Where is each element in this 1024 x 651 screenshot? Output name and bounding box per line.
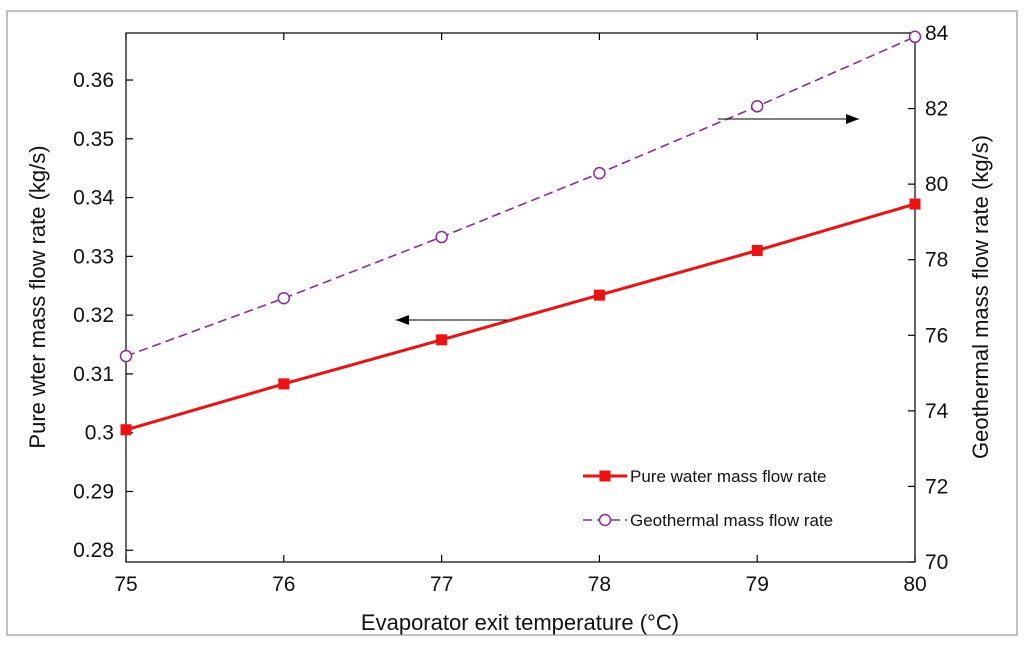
x-tick-label: 77 <box>430 573 453 596</box>
arrow-right-annotation <box>718 114 859 124</box>
y-tick-label-left: 0.31 <box>73 363 114 386</box>
series-1-point <box>593 289 605 301</box>
x-tick-label: 75 <box>114 573 137 596</box>
y-tick-label-left: 0.28 <box>73 539 114 562</box>
outer-frame <box>6 10 1018 636</box>
x-tick-label: 79 <box>746 573 769 596</box>
arrow-right-annotation-head <box>846 114 859 124</box>
series-1-point <box>751 244 763 256</box>
legend-label: Geothermal mass flow rate <box>630 511 833 530</box>
arrow-left-annotation <box>396 315 507 325</box>
x-tick-label: 76 <box>272 573 295 596</box>
x-tick-label: 80 <box>903 573 926 596</box>
series-1-line <box>125 202 916 432</box>
y-tick-label-right: 70 <box>925 551 948 574</box>
y-tick-label-left: 0.36 <box>73 69 114 92</box>
y-tick-label-left: 0.32 <box>73 304 114 327</box>
x-axis-title: Evaporator exit temperature (°C) <box>361 610 679 635</box>
series-2-point <box>277 292 291 305</box>
series-2-point <box>435 230 448 244</box>
y-tick-label-left: 0.35 <box>73 128 114 151</box>
series-2-point <box>119 349 133 363</box>
series-2 <box>119 30 922 363</box>
legend-marker <box>599 470 611 482</box>
legend-marker <box>598 513 612 527</box>
legend: Pure water mass flow rate Geothermal mass… <box>583 467 833 530</box>
series-2-point <box>593 166 606 180</box>
series-layer <box>119 30 922 436</box>
y-tick-label-left: 0.34 <box>73 187 114 210</box>
y-tick-label-left: 0.33 <box>73 245 114 268</box>
y-tick-label-right: 72 <box>925 475 948 498</box>
legend-item-2: Geothermal mass flow rate <box>583 511 833 530</box>
arrow-left-annotation-head <box>396 315 409 325</box>
y-tick-label-right: 84 <box>925 22 949 45</box>
y-axis-title-right: Geothermal mass flow rate (kg/s) <box>968 135 993 459</box>
legend-label: Pure water mass flow rate <box>630 467 827 486</box>
axis-ticks: 75 76 77 78 79 80 0.28 0.29 0.3 0.31 0.32 0.33 0.34 0… <box>73 22 949 596</box>
y-tick-label-right: 82 <box>925 98 948 121</box>
series-1-point <box>436 334 448 346</box>
plot-frame <box>125 32 916 563</box>
series-2-point <box>908 30 922 44</box>
series-2-line <box>125 36 916 357</box>
series-1-point <box>909 198 921 210</box>
legend-item-1: Pure water mass flow rate <box>583 467 827 486</box>
series-1-point <box>278 378 290 390</box>
annotation-layer <box>396 114 859 325</box>
y-tick-label-right: 80 <box>925 173 948 196</box>
y-tick-label-right: 76 <box>925 324 948 347</box>
y-tick-label-left: 0.3 <box>85 422 114 445</box>
x-tick-label: 78 <box>588 573 611 596</box>
y-tick-label-right: 78 <box>925 249 948 272</box>
y-axis-title-left: Pure wter mass flow rate (kg/s) <box>25 145 50 448</box>
series-1 <box>120 198 921 436</box>
series-2-point <box>750 100 764 113</box>
y-tick-label-left: 0.29 <box>73 480 114 503</box>
series-1-point <box>120 424 132 436</box>
y-tick-label-right: 74 <box>925 400 949 423</box>
